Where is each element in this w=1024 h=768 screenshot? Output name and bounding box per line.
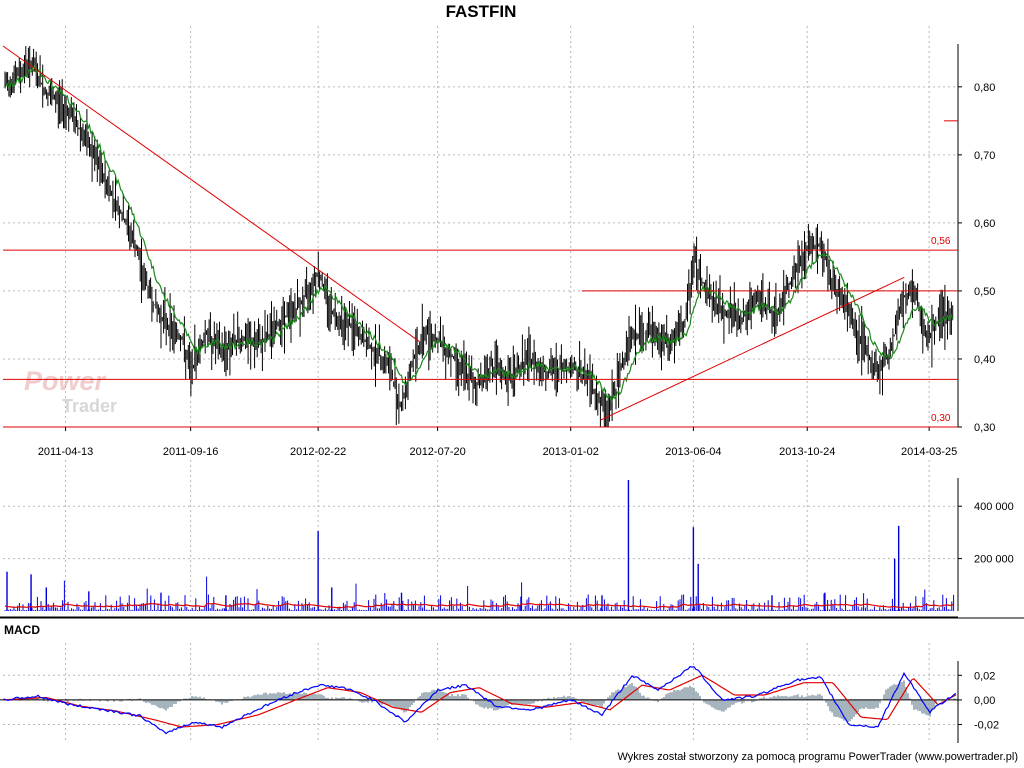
x-tick-label: 2012-07-20 [409, 446, 465, 458]
moving-average-line [4, 64, 954, 403]
volume-average-line [4, 602, 954, 609]
footer-credit: Wykres został stworzony za pomocą progra… [617, 751, 1018, 763]
x-tick-label: 2014-03-25 [901, 446, 957, 458]
panel-frames [0, 44, 1024, 743]
axis-labels: 2011-04-13 2011-09-16 2012-02-22 2012-07-20… [4, 82, 1014, 732]
x-tick-label: 2011-09-16 [163, 446, 218, 458]
x-tick-label: 2013-10-24 [779, 446, 835, 458]
x-tick-label: 2012-02-22 [290, 446, 346, 458]
price-y-tick-label: 0,70 [974, 150, 995, 162]
price-y-tick-label: 0,30 [974, 422, 995, 434]
price-y-tick-label: 0,50 [974, 286, 995, 298]
level-label: 0,30 [931, 413, 951, 424]
price-y-tick-label: 0,60 [974, 218, 995, 230]
trendline [2, 45, 421, 343]
volume-panel [4, 480, 955, 611]
price-y-tick-label: 0,40 [974, 354, 995, 366]
x-tick-label: 2011-04-13 [38, 446, 93, 458]
macd-title: MACD [4, 623, 40, 637]
x-tick-label: 2013-01-02 [543, 446, 599, 458]
macd-y-tick-label: -0,02 [974, 720, 999, 732]
level-label: 0,56 [931, 236, 951, 247]
price-y-tick-label: 0,80 [974, 82, 995, 94]
powertrader-logo-watermark: Power Trader [24, 366, 174, 426]
macd-panel [0, 665, 958, 735]
macd-signal-line [3, 674, 957, 728]
price-panel [2, 45, 958, 428]
logo-trader-text: Trader [62, 396, 118, 416]
logo-power-text: Power [24, 366, 106, 396]
macd-y-tick-label: 0,02 [974, 670, 995, 682]
x-tick-label: 2013-06-04 [665, 446, 721, 458]
volume-y-tick-label: 400 000 [974, 501, 1014, 513]
trendline [600, 276, 905, 421]
macd-line [3, 665, 957, 735]
chart-title: FASTFIN [445, 2, 517, 21]
macd-y-tick-label: 0,00 [974, 695, 995, 707]
volume-y-tick-label: 200 000 [974, 554, 1014, 566]
